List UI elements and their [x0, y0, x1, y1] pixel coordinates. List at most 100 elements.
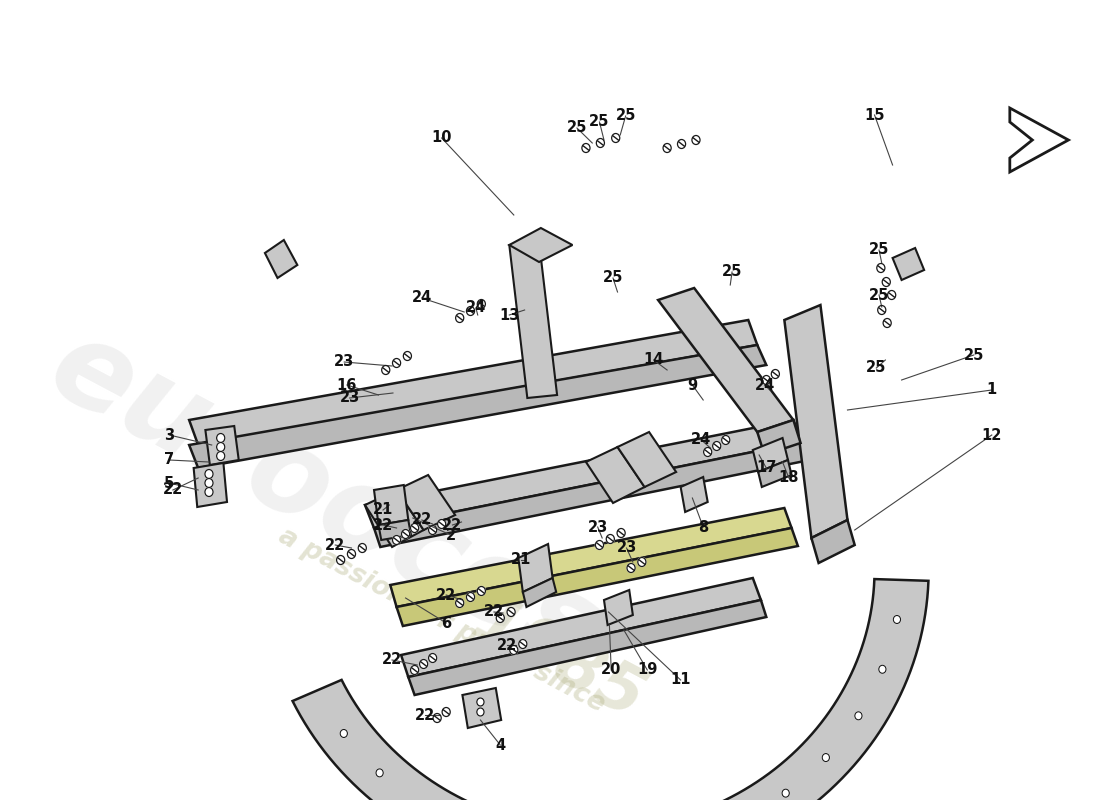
Circle shape: [476, 708, 484, 716]
Polygon shape: [522, 578, 557, 607]
Text: 25: 25: [964, 347, 983, 362]
Polygon shape: [757, 420, 801, 455]
Circle shape: [455, 598, 464, 607]
Circle shape: [337, 555, 344, 565]
Text: 1985: 1985: [462, 587, 657, 733]
Polygon shape: [784, 305, 847, 538]
Polygon shape: [189, 345, 767, 468]
Circle shape: [771, 370, 780, 378]
Text: 18: 18: [779, 470, 799, 486]
Circle shape: [466, 306, 474, 315]
Text: 23: 23: [587, 519, 608, 534]
Polygon shape: [812, 520, 855, 563]
Polygon shape: [194, 463, 227, 507]
Text: eurooces: eurooces: [31, 307, 618, 693]
Circle shape: [466, 593, 474, 602]
Circle shape: [217, 434, 224, 442]
Circle shape: [877, 263, 884, 273]
Polygon shape: [390, 508, 792, 607]
Text: 3: 3: [164, 427, 175, 442]
Circle shape: [638, 558, 646, 566]
Circle shape: [509, 646, 518, 654]
Circle shape: [762, 375, 770, 385]
Text: 25: 25: [869, 242, 889, 258]
Text: 1: 1: [987, 382, 997, 398]
Text: 12: 12: [981, 427, 1002, 442]
Polygon shape: [892, 248, 924, 280]
Text: 22: 22: [163, 482, 183, 498]
Text: 23: 23: [616, 541, 637, 555]
Text: 25: 25: [722, 265, 742, 279]
Text: 25: 25: [590, 114, 609, 130]
Text: 6: 6: [441, 615, 451, 630]
Polygon shape: [604, 590, 632, 625]
Circle shape: [359, 543, 366, 553]
Text: 25: 25: [603, 270, 624, 286]
Polygon shape: [681, 477, 707, 512]
Polygon shape: [265, 240, 297, 278]
Text: 16: 16: [337, 378, 358, 393]
Circle shape: [893, 615, 901, 623]
Text: 15: 15: [865, 107, 884, 122]
Text: 23: 23: [340, 390, 360, 406]
Circle shape: [678, 139, 685, 149]
Circle shape: [348, 550, 355, 558]
Circle shape: [429, 654, 437, 662]
Polygon shape: [397, 475, 455, 530]
Text: 24: 24: [411, 290, 432, 306]
Polygon shape: [1010, 108, 1068, 172]
Circle shape: [476, 698, 484, 706]
Polygon shape: [758, 460, 792, 487]
Circle shape: [855, 712, 862, 720]
Circle shape: [879, 666, 886, 674]
Circle shape: [612, 134, 619, 142]
Text: 4: 4: [495, 738, 505, 753]
Polygon shape: [378, 520, 411, 540]
Circle shape: [438, 519, 446, 529]
Text: 17: 17: [756, 461, 777, 475]
Circle shape: [704, 447, 712, 457]
Circle shape: [582, 143, 590, 153]
Circle shape: [617, 529, 625, 538]
Polygon shape: [462, 688, 502, 728]
Circle shape: [882, 278, 890, 286]
Circle shape: [878, 306, 886, 314]
Text: 24: 24: [465, 301, 486, 315]
Text: 22: 22: [496, 638, 517, 653]
Polygon shape: [402, 578, 761, 677]
Circle shape: [410, 523, 419, 533]
Polygon shape: [408, 600, 767, 695]
Polygon shape: [365, 490, 424, 547]
Circle shape: [393, 358, 400, 367]
Circle shape: [217, 442, 224, 451]
Circle shape: [782, 789, 790, 797]
Circle shape: [340, 730, 348, 738]
Text: 25: 25: [866, 361, 887, 375]
Text: 22: 22: [436, 587, 456, 602]
Text: 11: 11: [670, 673, 691, 687]
Polygon shape: [374, 485, 408, 525]
Text: 22: 22: [411, 513, 432, 527]
Text: 23: 23: [334, 354, 354, 370]
Polygon shape: [189, 320, 757, 445]
Polygon shape: [752, 438, 788, 472]
Text: 21: 21: [510, 553, 531, 567]
Circle shape: [205, 470, 213, 478]
Polygon shape: [617, 432, 676, 487]
Text: 22: 22: [416, 707, 436, 722]
Circle shape: [402, 530, 409, 538]
Text: 8: 8: [698, 519, 708, 534]
Circle shape: [419, 659, 428, 669]
Polygon shape: [374, 442, 810, 547]
Circle shape: [477, 299, 485, 309]
Circle shape: [883, 318, 891, 327]
Circle shape: [713, 442, 721, 450]
Polygon shape: [509, 242, 557, 398]
Circle shape: [496, 614, 504, 622]
Text: 21: 21: [373, 502, 393, 518]
Text: 24: 24: [755, 378, 774, 393]
Circle shape: [595, 541, 604, 550]
Text: 5: 5: [164, 475, 175, 490]
Circle shape: [205, 478, 213, 487]
Circle shape: [376, 769, 383, 777]
